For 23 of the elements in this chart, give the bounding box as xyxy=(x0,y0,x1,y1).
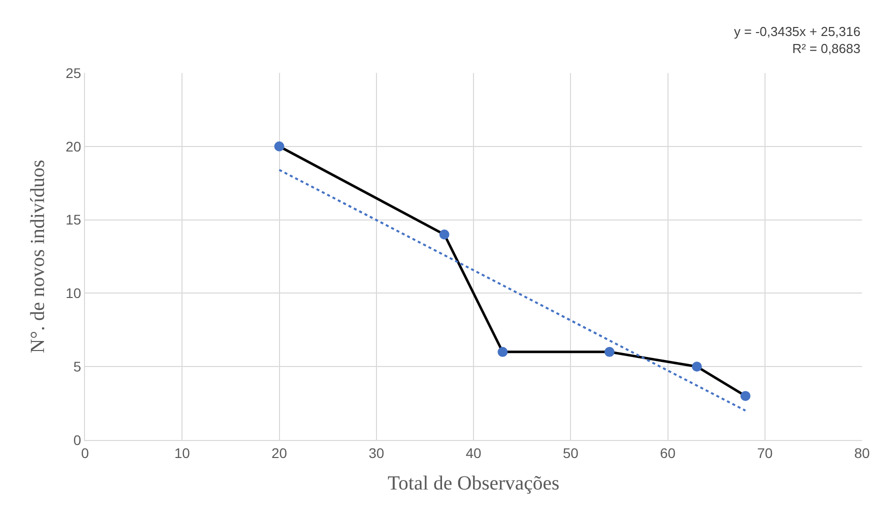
y-tick-label: 5 xyxy=(73,358,82,374)
y-axis-title: N°. de novos indivíduos xyxy=(27,160,50,354)
point xyxy=(692,362,702,372)
y-tick-label: 10 xyxy=(66,285,82,302)
x-axis-title: Total de Observações xyxy=(388,472,560,494)
x-tick-label: 80 xyxy=(854,444,870,461)
point xyxy=(498,346,508,357)
y-tick-label: 15 xyxy=(66,212,82,228)
x-tick-label: 20 xyxy=(271,444,288,461)
x-tick-label: 60 xyxy=(660,444,676,461)
point xyxy=(439,229,450,240)
y-tick-label: 20 xyxy=(66,138,82,154)
point xyxy=(604,346,614,357)
x-tick-label: 50 xyxy=(562,444,579,461)
text: y = -0,3435x + 25,316 R² = 0,8683 xyxy=(734,24,860,56)
x-tick-label: 10 xyxy=(174,444,190,461)
x-tick-label: 70 xyxy=(757,444,773,461)
point xyxy=(274,141,284,152)
x-tick-label: 30 xyxy=(368,444,384,461)
x-tick-label: 40 xyxy=(466,444,482,461)
point xyxy=(740,390,750,401)
y-tick-label: 25 xyxy=(66,64,82,81)
y-tick-label: 0 xyxy=(73,432,82,448)
